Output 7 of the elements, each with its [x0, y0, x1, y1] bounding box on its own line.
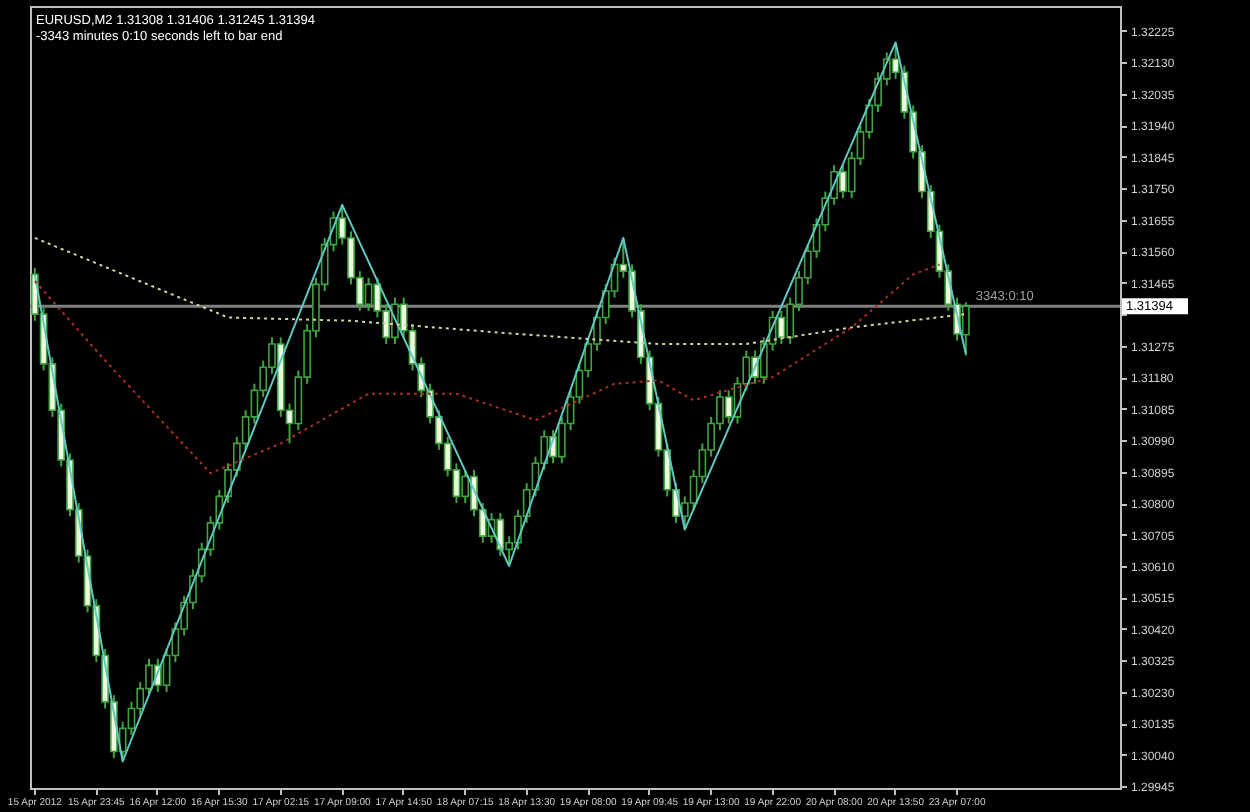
line-series — [33, 41, 967, 763]
candlestick — [461, 468, 470, 505]
candlestick — [496, 511, 505, 558]
candlestick — [364, 276, 373, 312]
line-series — [33, 236, 967, 345]
candlestick — [961, 301, 970, 357]
candlestick — [724, 389, 733, 425]
